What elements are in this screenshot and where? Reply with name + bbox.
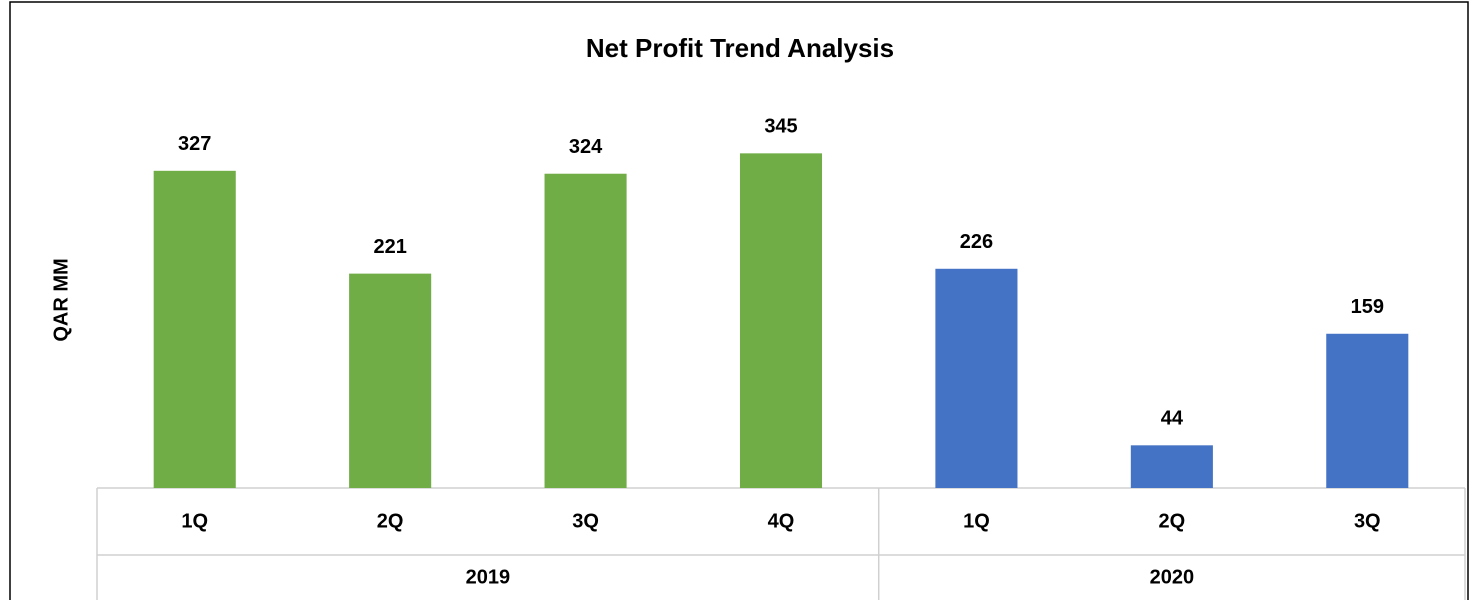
data-label: 226 xyxy=(960,231,993,253)
x-tick-label: 2Q xyxy=(1159,510,1186,532)
data-label: 221 xyxy=(373,236,406,258)
data-label: 327 xyxy=(178,133,211,155)
x-tick-label: 3Q xyxy=(1354,510,1381,532)
data-label: 324 xyxy=(569,136,603,158)
x-tick-label: 1Q xyxy=(963,510,990,532)
x-tick-label: 4Q xyxy=(768,510,795,532)
chart-title: Net Profit Trend Analysis xyxy=(586,33,894,63)
data-label: 44 xyxy=(1161,408,1184,430)
x-tick-label: 3Q xyxy=(572,510,599,532)
bar xyxy=(349,273,432,488)
x-tick-label: 2Q xyxy=(377,510,404,532)
y-axis-label: QAR MM xyxy=(50,258,72,341)
bar xyxy=(935,268,1018,488)
chart-border xyxy=(9,1,1469,600)
data-label: 159 xyxy=(1351,296,1384,318)
data-label: 345 xyxy=(764,116,797,138)
group-label: 2019 xyxy=(466,566,511,588)
bar xyxy=(1326,333,1409,488)
group-label: 2020 xyxy=(1150,566,1195,588)
x-tick-label: 1Q xyxy=(181,510,208,532)
bar xyxy=(1130,445,1213,488)
bar xyxy=(544,173,627,488)
bar xyxy=(153,170,236,488)
bar xyxy=(739,153,823,488)
